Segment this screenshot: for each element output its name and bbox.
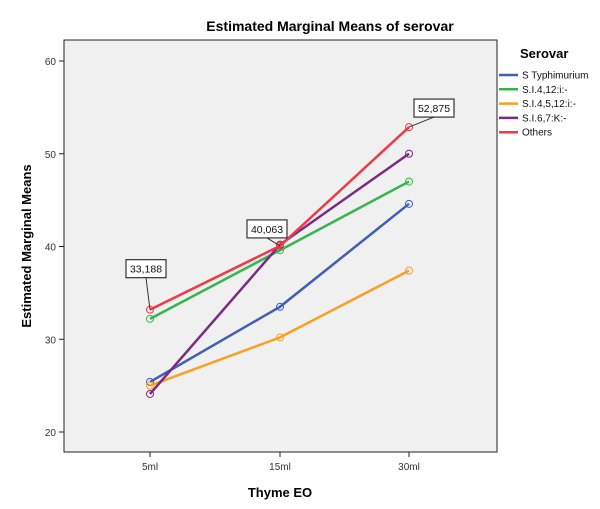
chart-title: Estimated Marginal Means of serovar	[206, 18, 454, 34]
legend-item: S.I.4,5,12:i:-	[522, 99, 576, 110]
legend-item: S Typhimurium	[522, 71, 589, 82]
data-point	[405, 266, 413, 275]
x-tick-label: 30ml	[398, 462, 420, 473]
legend-item: S.I.6,7:K:-	[522, 113, 566, 124]
data-point	[276, 241, 284, 250]
data-point	[405, 123, 413, 132]
annotation-leader	[266, 237, 281, 247]
annotation-box	[125, 259, 167, 279]
legend-title: Serovar	[520, 46, 568, 61]
annotation-box	[413, 98, 455, 118]
y-axis-label: Estimated Marginal Means	[19, 164, 34, 327]
legend: S Typhimurium S.I.4,12:i:- S.I.4,5,12:i:- S…	[499, 71, 589, 139]
data-label: 52,875	[418, 103, 450, 115]
y-tick-label: 60	[45, 57, 57, 68]
y-tick-label: 50	[45, 150, 57, 161]
data-point	[146, 389, 154, 398]
legend-item: Others	[522, 128, 552, 139]
y-tick-label: 40	[45, 243, 57, 254]
x-tick-label: 15ml	[269, 462, 291, 473]
data-point	[405, 199, 413, 208]
series-line-0	[149, 202, 410, 383]
annotation-box	[246, 219, 288, 239]
series-line-1	[149, 180, 410, 320]
y-tick-label: 20	[45, 428, 57, 439]
y-tick-label: 30	[45, 335, 57, 346]
series-line-2	[149, 269, 410, 387]
x-tick-label: 5ml	[142, 462, 158, 473]
data-point	[146, 314, 154, 323]
annotation-leader	[408, 116, 435, 128]
data-point	[276, 302, 284, 311]
data-point	[405, 177, 413, 186]
annotation-leader	[145, 277, 151, 310]
data-label: 33,188	[130, 264, 162, 276]
data-point	[276, 333, 284, 342]
legend-item: S.I.4,12:i:-	[522, 85, 568, 96]
x-axis-label: Thyme EO	[248, 485, 312, 500]
data-label: 40,063	[251, 224, 283, 236]
data-point	[146, 381, 154, 390]
data-point	[405, 149, 413, 158]
